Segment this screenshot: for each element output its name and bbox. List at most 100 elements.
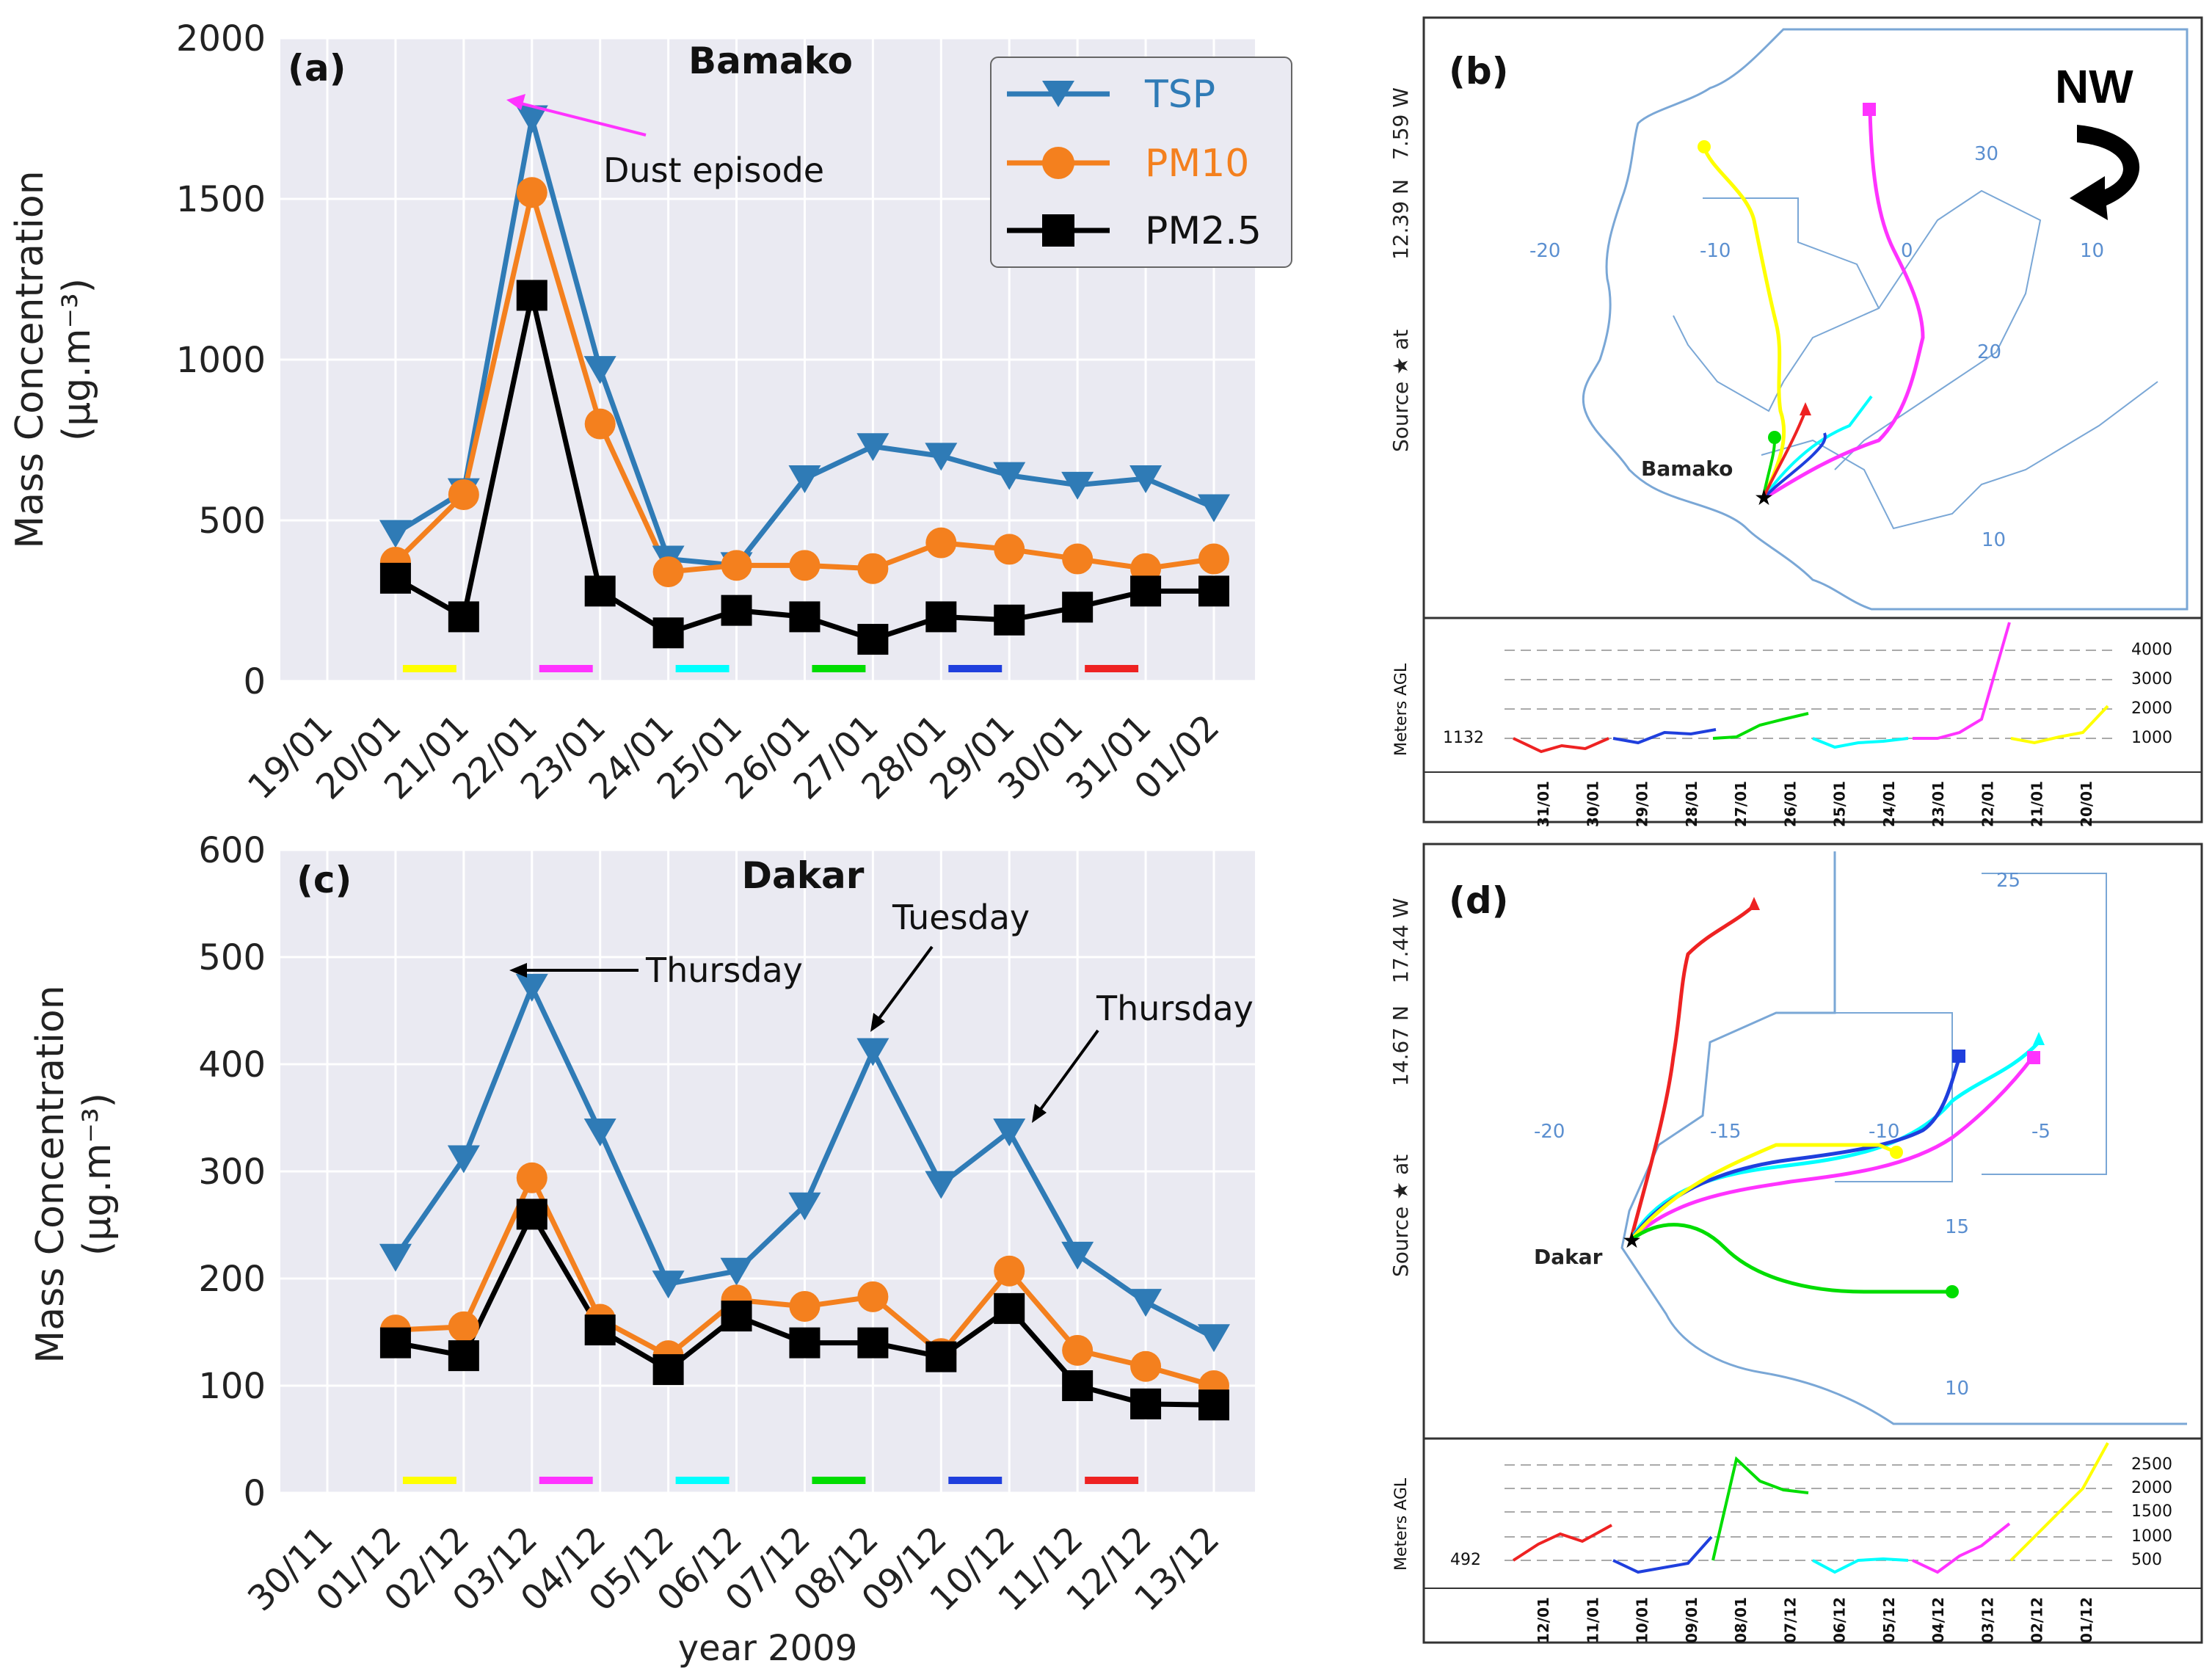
data-point-pm25 bbox=[584, 575, 616, 607]
thursday-label-2: Thursday bbox=[1096, 989, 1254, 1028]
period-color-bar bbox=[812, 1477, 866, 1484]
dust-episode-arrow bbox=[517, 101, 647, 137]
data-point-tsp bbox=[788, 465, 821, 494]
height-tick: 1000 bbox=[2131, 1527, 2172, 1546]
trajectory-date-label: 29/01 bbox=[1634, 781, 1651, 827]
country-borders bbox=[1776, 873, 2107, 1182]
height-tick: 500 bbox=[2131, 1551, 2162, 1569]
data-point-pm25 bbox=[448, 1340, 479, 1372]
trajectory-yellow bbox=[1629, 1143, 1897, 1242]
trajectory-end-magenta bbox=[2027, 1051, 2040, 1064]
trajectory-end-cyan bbox=[2033, 1032, 2045, 1045]
legend-marker-tsp bbox=[1042, 81, 1074, 107]
y-tick-label: 100 bbox=[198, 1366, 266, 1407]
data-point-pm25 bbox=[1198, 1389, 1229, 1421]
grid-label: -20 bbox=[1534, 1121, 1565, 1143]
data-point-tsp bbox=[1198, 1324, 1230, 1353]
trajectory-date-label: 08/01 bbox=[1732, 1597, 1750, 1643]
height-tick: 2000 bbox=[2131, 1479, 2172, 1497]
data-point-pm25 bbox=[721, 1301, 752, 1332]
trajectory-date-label: 05/12 bbox=[1880, 1597, 1898, 1643]
wind-direction-arrow-icon bbox=[2070, 125, 2140, 220]
data-point-tsp bbox=[925, 443, 958, 471]
y-tick-label: 500 bbox=[198, 501, 266, 542]
height-yellow bbox=[2009, 1442, 2109, 1562]
data-point-tsp bbox=[515, 105, 548, 134]
data-point-pm10 bbox=[584, 408, 616, 440]
data-point-pm25 bbox=[1130, 575, 1162, 607]
y-tick-label: 2000 bbox=[176, 18, 266, 59]
period-color-bar bbox=[1085, 665, 1139, 672]
data-point-pm25 bbox=[789, 1327, 821, 1359]
grid-label: 10 bbox=[1945, 1378, 1969, 1400]
data-point-pm25 bbox=[1130, 1388, 1162, 1419]
trajectory-end-red bbox=[1800, 402, 1811, 415]
data-point-tsp bbox=[993, 1118, 1026, 1146]
data-point-pm25 bbox=[789, 601, 821, 633]
trajectory-date-label: 24/01 bbox=[1880, 781, 1898, 827]
data-point-pm25 bbox=[584, 1314, 616, 1346]
data-point-pm10 bbox=[448, 1311, 479, 1342]
data-point-pm10 bbox=[516, 1162, 547, 1193]
trajectory-date-label: 31/01 bbox=[1535, 781, 1552, 827]
legend-label-tsp: TSP bbox=[1144, 73, 1215, 117]
data-point-pm25 bbox=[857, 624, 889, 655]
data-point-tsp bbox=[993, 462, 1026, 490]
coastline bbox=[1582, 28, 2189, 611]
data-point-pm25 bbox=[516, 1199, 547, 1230]
data-point-pm10 bbox=[652, 556, 684, 588]
data-point-tsp bbox=[652, 1270, 685, 1299]
data-point-pm10 bbox=[1062, 543, 1094, 575]
trajectory-date-label: 22/01 bbox=[1979, 781, 1996, 827]
city-label: Dakar bbox=[1534, 1245, 1603, 1269]
data-point-pm10 bbox=[1062, 1334, 1094, 1366]
data-point-pm25 bbox=[652, 1354, 684, 1386]
data-point-tsp bbox=[788, 1192, 821, 1221]
height-tick: 2000 bbox=[2131, 699, 2172, 718]
trajectory-green bbox=[1629, 1223, 1952, 1294]
data-point-pm10 bbox=[789, 550, 821, 581]
period-color-bar bbox=[539, 665, 593, 672]
trajectory-date-label: 03/12 bbox=[1979, 1597, 1996, 1643]
tuesday-arrow bbox=[876, 945, 934, 1022]
trajectory-end-red bbox=[1748, 897, 1760, 910]
data-point-tsp bbox=[1061, 471, 1094, 500]
data-point-tsp bbox=[1061, 1241, 1094, 1270]
panel-label: (c) bbox=[296, 859, 352, 901]
height-cyan bbox=[1812, 1557, 1909, 1574]
trajectory-date-label: 01/12 bbox=[2078, 1597, 2095, 1643]
data-point-pm10 bbox=[1198, 543, 1229, 575]
legend-label-pm25: PM2.5 bbox=[1145, 209, 1262, 253]
thursday-arrow-2 bbox=[1038, 1029, 1099, 1113]
data-point-pm10 bbox=[925, 527, 957, 559]
height-tick: 1000 bbox=[2131, 729, 2172, 747]
height-red bbox=[1513, 737, 1609, 754]
height-subplot bbox=[1422, 1437, 2203, 1644]
trajectory-green bbox=[1761, 440, 1776, 500]
height-magenta bbox=[1912, 1522, 2011, 1574]
data-point-tsp bbox=[720, 1257, 753, 1286]
coastline bbox=[1620, 851, 2187, 1425]
source-label: Source ★ at bbox=[1389, 330, 1413, 452]
y-tick-label: 200 bbox=[198, 1259, 266, 1300]
grid-label: 10 bbox=[2080, 240, 2104, 262]
trajectory-date-label: 07/12 bbox=[1781, 1597, 1799, 1643]
period-color-bar bbox=[675, 665, 730, 672]
source-latitude: 14.67 N bbox=[1389, 1006, 1413, 1086]
source-longitude: 7.59 W bbox=[1389, 87, 1413, 160]
data-point-pm25 bbox=[1062, 592, 1094, 623]
height-blue bbox=[1612, 728, 1717, 745]
grid-label: 30 bbox=[1974, 143, 1998, 165]
height-axis-label: Meters AGL bbox=[1392, 663, 1411, 756]
data-point-pm25 bbox=[857, 1327, 889, 1359]
legend-label-pm10: PM10 bbox=[1145, 142, 1249, 186]
data-point-pm25 bbox=[516, 280, 547, 311]
data-point-pm10 bbox=[857, 553, 889, 584]
trajectory-date-label: 26/01 bbox=[1781, 781, 1799, 827]
dust-episode-arrowhead bbox=[506, 94, 525, 110]
data-point-tsp bbox=[515, 973, 548, 1002]
data-point-pm10 bbox=[857, 1281, 889, 1312]
period-color-bar bbox=[539, 1477, 593, 1484]
grid-label: -10 bbox=[1700, 240, 1731, 262]
